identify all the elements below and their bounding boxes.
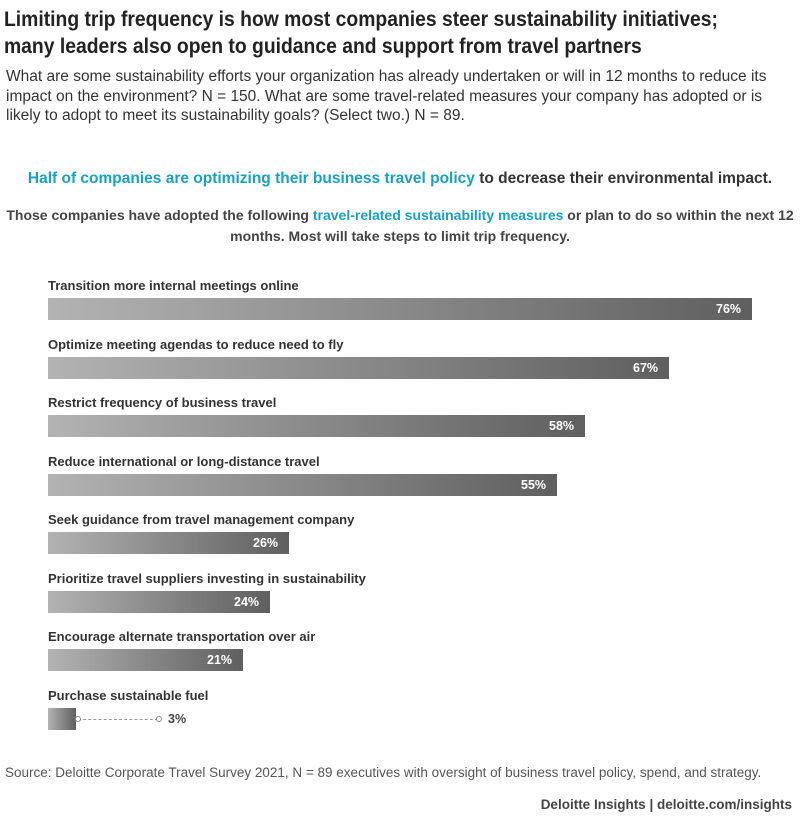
lead-teal-text: travel-related sustainability measures <box>312 207 564 223</box>
bar <box>48 298 752 320</box>
bar-value-label: 58% <box>549 419 575 433</box>
bar-value-label: 67% <box>633 360 659 375</box>
bar-label: Transition more internal meetings online <box>48 278 299 293</box>
bar-value-label: 55% <box>521 477 547 492</box>
bar-label: Prioritize travel suppliers investing in… <box>48 570 366 586</box>
bar-label: Encourage alternate transportation over … <box>48 629 316 644</box>
leader-start-dot <box>75 715 81 722</box>
leader-end-dot <box>156 715 162 722</box>
highlight-rest-text: to decrease their environmental impact. <box>474 170 773 187</box>
source-note: Source: Deloitte Corporate Travel Survey… <box>5 765 762 780</box>
bar <box>48 590 270 613</box>
bar <box>48 415 585 437</box>
lead-text-1: Those companies have adopted the followi… <box>6 207 313 223</box>
leader-line <box>78 718 158 720</box>
bar-label: Reduce international or long-distance tr… <box>48 453 320 469</box>
bar-label: Optimize meeting agendas to reduce need … <box>48 336 344 352</box>
bar <box>48 649 243 671</box>
bar-value-label: 26% <box>253 536 279 550</box>
chart-title-line-1: Limiting trip frequency is how most comp… <box>4 8 718 31</box>
bar-value-label: 76% <box>716 302 742 316</box>
highlight-statement: Half of companies are optimizing their b… <box>0 170 800 188</box>
bar-chart: Transition more internal meetings online… <box>0 270 800 730</box>
highlight-teal-text: Half of companies are optimizing their b… <box>27 170 475 187</box>
bar-value-label: 24% <box>234 594 260 609</box>
bar <box>48 707 76 730</box>
bar <box>48 532 289 554</box>
bar-label: Seek guidance from travel management com… <box>48 512 355 527</box>
bar <box>48 356 669 379</box>
lead-text-2: or plan to do so within the next 12 mont… <box>230 207 794 244</box>
bar-label: Purchase sustainable fuel <box>48 687 209 703</box>
bar-value-label: 21% <box>207 653 233 667</box>
bar-label: Restrict frequency of business travel <box>48 395 277 410</box>
bar-value-label: 3% <box>168 711 187 726</box>
chart-title: Limiting trip frequency is how most comp… <box>4 6 731 60</box>
credit-line: Deloitte Insights | deloitte.com/insight… <box>540 797 792 812</box>
bar <box>48 473 557 496</box>
chart-title-line-2: many leaders also open to guidance and s… <box>4 35 642 58</box>
chart-subtitle: What are some sustainability efforts you… <box>6 68 767 124</box>
lead-statement: Those companies have adopted the followi… <box>0 205 800 247</box>
